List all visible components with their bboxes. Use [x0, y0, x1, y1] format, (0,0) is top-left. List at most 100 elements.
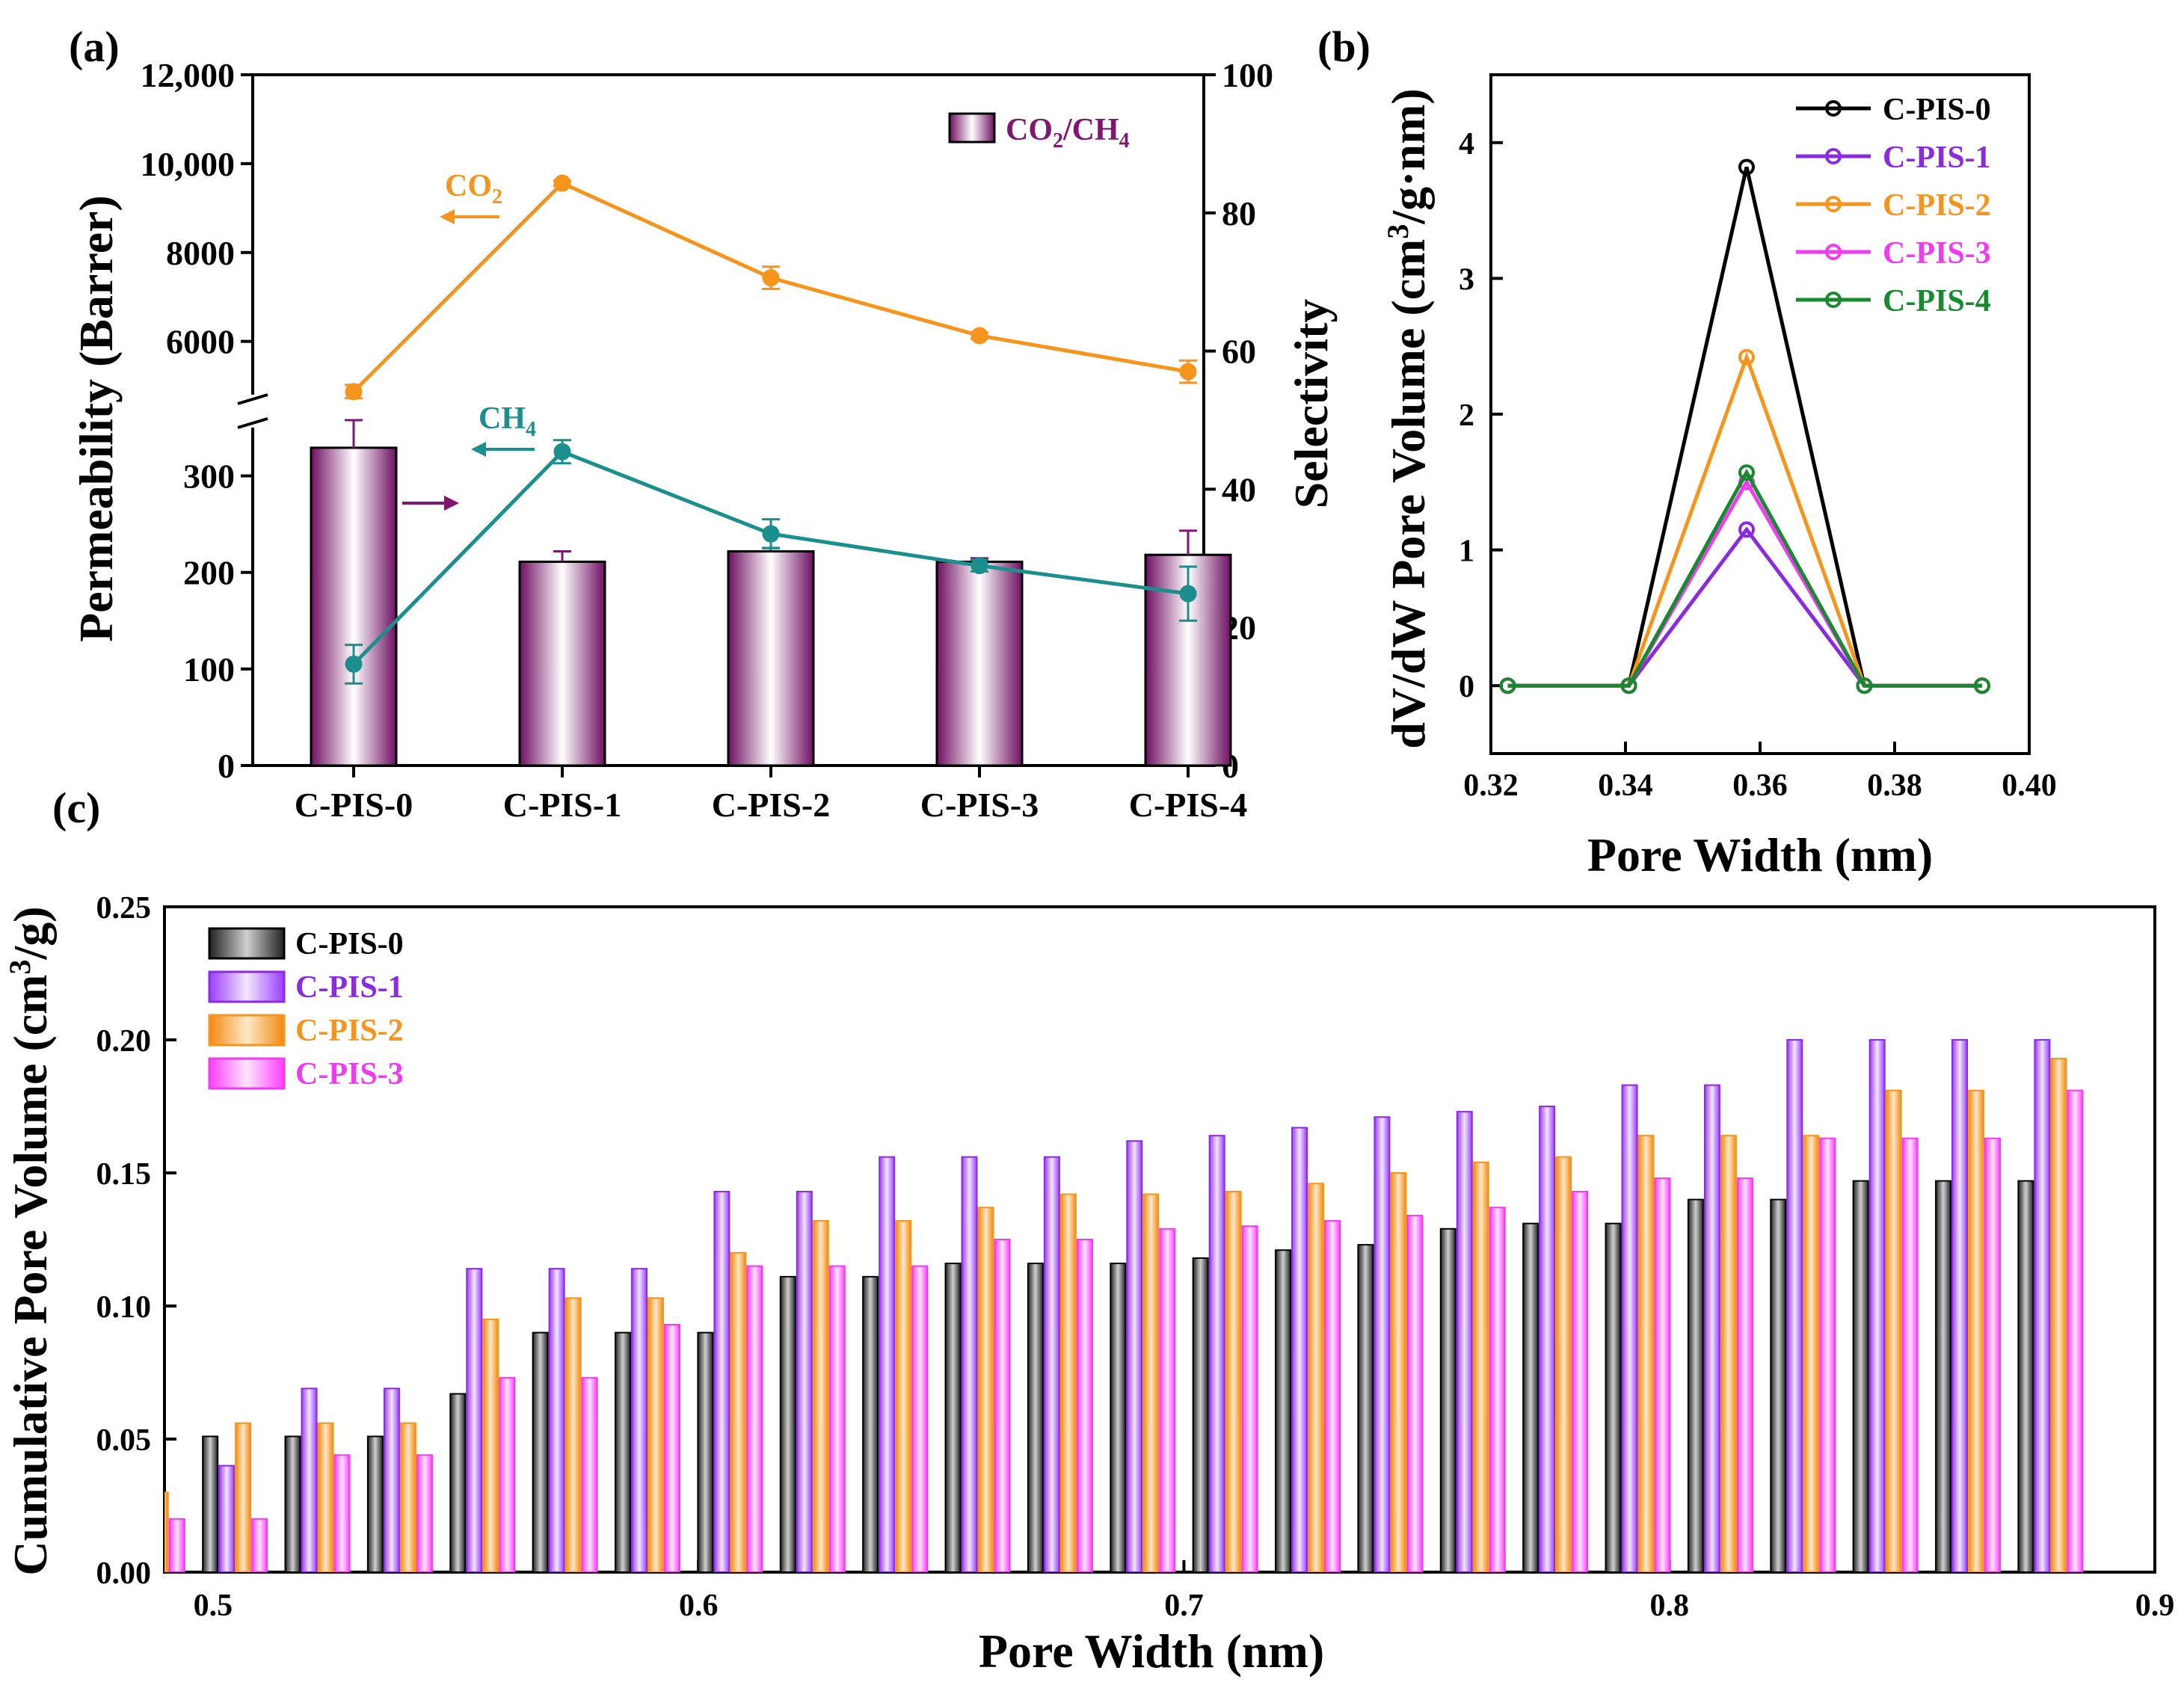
y-tick-label: 0.15 — [96, 1157, 152, 1192]
cumulative-bar-c-pis-2 — [1968, 1089, 1985, 1572]
panel-b: (b) 0.32 0.34 0.36 0.38 0.40 0 1 2 3 4 C-PIS-0 C-… — [1317, 22, 2057, 881]
y-left-tick-label: 100 — [183, 650, 235, 689]
x-tick-label: 0.7 — [1164, 1589, 1204, 1623]
cumulative-bar-c-pis-2 — [1555, 1156, 1572, 1572]
y-tick-label: 1 — [1459, 535, 1474, 569]
cumulative-bar-c-pis-2 — [1637, 1135, 1655, 1572]
legend-label: C-PIS-1 — [1883, 141, 1991, 175]
cumulative-bar-c-pis-2 — [1390, 1172, 1407, 1572]
cumulative-bar-c-pis-3 — [1901, 1137, 1919, 1572]
cumulative-bar-c-pis-3 — [1572, 1190, 1589, 1572]
panel-a-y-right-title: Selectivity — [1285, 299, 1338, 509]
cumulative-bar-c-pis-0 — [779, 1275, 796, 1572]
ch4-point — [762, 525, 780, 543]
x-category-label: C-PIS-1 — [503, 786, 621, 824]
selectivity-bar — [727, 550, 815, 767]
cumulative-bar-c-pis-2 — [647, 1297, 665, 1572]
cumulative-bar-c-pis-0 — [1275, 1249, 1292, 1572]
co2-point — [762, 269, 780, 287]
cumulative-bar-c-pis-3 — [1241, 1225, 1258, 1572]
cumulative-bar-c-pis-1 — [631, 1268, 648, 1572]
y-left-tick-label: 12,000 — [141, 56, 236, 94]
cumulative-bar-c-pis-2 — [1308, 1183, 1325, 1572]
legend-marker — [1825, 148, 1842, 164]
panel-a-y-left-title: Permeability (Barrer) — [70, 195, 123, 642]
panel-a-legend: CO2/CH4 — [948, 112, 1130, 153]
cumulative-bar-c-pis-0 — [366, 1435, 384, 1572]
y-right-tick-label: 40 — [1222, 470, 1256, 508]
legend-label: C-PIS-2 — [295, 1014, 404, 1048]
panel-c-y-title: Cumulative Pore Volume (cm3/g) — [3, 906, 57, 1575]
selectivity-bar — [518, 560, 606, 767]
pore-line-c-pis-1 — [1507, 526, 1982, 688]
ch4-point — [971, 557, 988, 575]
pore-point — [1738, 464, 1755, 481]
selectivity-bar — [935, 560, 1024, 767]
cumulative-bar-c-pis-3 — [1076, 1239, 1093, 1572]
cumulative-bar-c-pis-0 — [1687, 1198, 1704, 1572]
cumulative-bar-c-pis-1 — [713, 1190, 730, 1572]
y-left-tick-label: 300 — [183, 458, 235, 496]
cumulative-bar-c-pis-1 — [301, 1387, 318, 1572]
pore-point — [1738, 348, 1755, 366]
co2-point — [345, 383, 363, 401]
pore-point — [1856, 677, 1873, 694]
x-tick-label: 0.36 — [1732, 769, 1788, 803]
cumulative-bar-c-pis-1 — [548, 1268, 565, 1572]
legend-swatch-co2-ch4 — [948, 112, 996, 144]
cumulative-bar-c-pis-0 — [1192, 1257, 1209, 1572]
panel-b-x-title: Pore Width (nm) — [1587, 828, 1933, 881]
cumulative-bar-c-pis-1 — [1621, 1084, 1638, 1572]
cumulative-bar-c-pis-2 — [1059, 1193, 1077, 1572]
cumulative-bar-c-pis-2 — [2050, 1057, 2067, 1572]
y-right-tick-label: 60 — [1222, 333, 1256, 371]
legend-label-co2-ch4: CO2/CH4 — [1006, 113, 1130, 153]
cumulative-bar-c-pis-1 — [1539, 1106, 1556, 1572]
x-tick-label: 0.6 — [679, 1589, 719, 1623]
panel-a-label: (a) — [69, 22, 120, 71]
legend-marker — [1825, 196, 1842, 212]
cumulative-bar-c-pis-3 — [994, 1239, 1011, 1572]
cumulative-bar-c-pis-2 — [235, 1422, 252, 1572]
cumulative-bar-c-pis-2 — [730, 1251, 747, 1572]
cumulative-bar-c-pis-1 — [1374, 1116, 1391, 1572]
x-category-label: C-PIS-4 — [1129, 786, 1247, 824]
cumulative-bar-c-pis-1 — [796, 1190, 813, 1572]
y-tick-label: 0.05 — [96, 1423, 152, 1458]
legend-swatch — [208, 1014, 286, 1047]
cumulative-bar-c-pis-1 — [1951, 1039, 1969, 1572]
panel-b-frame — [1489, 73, 2031, 755]
cumulative-bar-c-pis-2 — [1885, 1089, 1902, 1572]
cumulative-bar-c-pis-3 — [1324, 1220, 1341, 1572]
x-tick-label: 0.40 — [2002, 769, 2057, 803]
cumulative-bar-c-pis-3 — [416, 1454, 433, 1572]
x-tick-label: 0.5 — [194, 1589, 233, 1623]
legend-swatch — [208, 1057, 286, 1090]
cumulative-bar-c-pis-1 — [1868, 1039, 1886, 1572]
y-tick-label: 0.10 — [96, 1290, 152, 1325]
legend-marker — [1825, 100, 1842, 117]
cumulative-bar-c-pis-0 — [1605, 1222, 1622, 1572]
axis-break-mark — [237, 393, 268, 405]
y-left-tick-label: 10,000 — [141, 145, 236, 183]
cumulative-bar-c-pis-1 — [1786, 1039, 1803, 1572]
cumulative-bar-c-pis-3 — [168, 1518, 185, 1572]
y-left-tick-label: 8000 — [166, 234, 235, 272]
panel-b-label: (b) — [1317, 22, 1371, 71]
cumulative-bar-c-pis-0 — [1522, 1222, 1539, 1572]
legend-label: C-PIS-1 — [295, 970, 404, 1005]
cumulative-bar-c-pis-3 — [1984, 1137, 2002, 1572]
cumulative-bar-c-pis-3 — [1736, 1177, 1753, 1572]
legend-label: C-PIS-4 — [1883, 284, 1991, 318]
legend-marker — [1825, 292, 1842, 308]
panel-c: (c) 0.00 0.05 0.10 0.15 0.20 0.25 0.5 0.6 0.7 0.… — [3, 783, 2174, 1678]
cumulative-bar-c-pis-1 — [1126, 1140, 1143, 1572]
cumulative-bar-c-pis-2 — [1225, 1190, 1242, 1572]
legend-label: C-PIS-3 — [295, 1057, 404, 1091]
cumulative-bar-c-pis-1 — [2034, 1039, 2051, 1572]
legend-swatch — [208, 970, 286, 1003]
cumulative-bar-c-pis-3 — [1406, 1214, 1424, 1572]
pore-line-c-pis-3 — [1507, 478, 1982, 688]
x-tick-label: 0.8 — [1649, 1589, 1689, 1623]
